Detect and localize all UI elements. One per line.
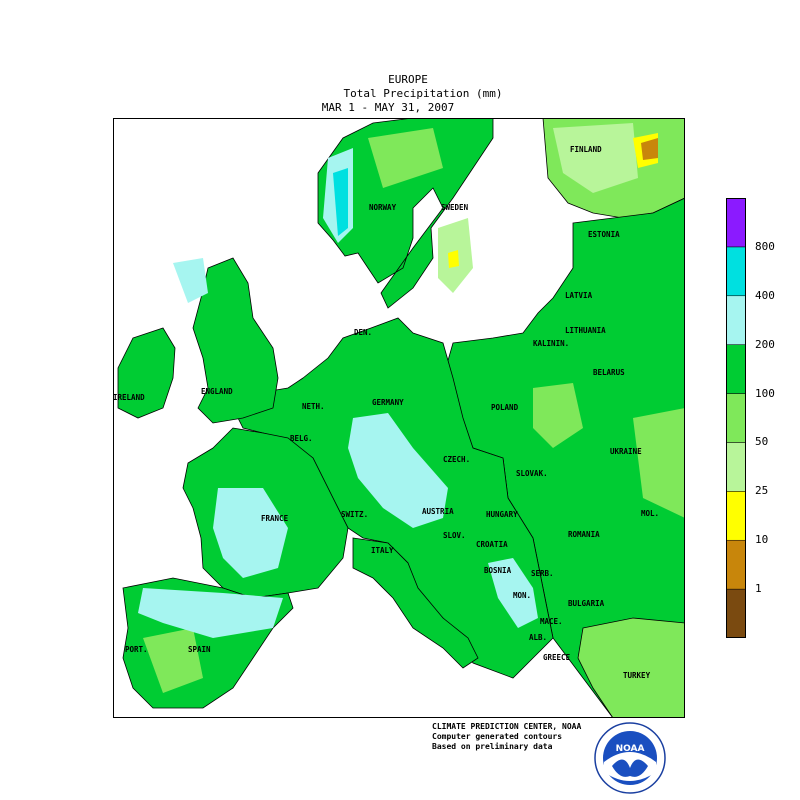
label-france: FRANCE: [261, 514, 289, 523]
zone-200-400-spain: [138, 588, 283, 638]
label-den: DEN.: [354, 328, 372, 337]
label-lithuania: LITHUANIA: [565, 326, 606, 335]
label-finland: FINLAND: [570, 145, 602, 154]
legend-level-label: 50: [755, 435, 769, 449]
label-belarus: BELARUS: [593, 368, 625, 377]
label-bulgaria: BULGARIA: [568, 599, 605, 608]
label-slov: SLOV.: [443, 531, 466, 540]
credits-block: CLIMATE PREDICTION CENTER, NOAA Computer…: [432, 722, 581, 752]
legend-level-label: 200: [755, 337, 775, 351]
zone-10-25-sweden: [448, 250, 459, 268]
label-neth: NETH.: [302, 402, 325, 411]
label-mon: MON.: [513, 591, 531, 600]
legend-level-label: 10: [755, 533, 769, 547]
zone-50-100-ukraine: [633, 408, 685, 518]
credit-line-1: CLIMATE PREDICTION CENTER, NOAA: [432, 722, 582, 731]
label-sweden: SWEDEN: [441, 203, 469, 212]
label-germany: GERMANY: [372, 398, 404, 407]
legend-frame: [726, 198, 746, 638]
label-ireland: IRELAND: [113, 393, 145, 402]
label-turkey: TURKEY: [623, 671, 651, 680]
label-estonia: ESTONIA: [588, 230, 620, 239]
zone-50-100-norway: [368, 128, 443, 188]
legend-level-label: 400: [755, 288, 775, 302]
legend-level-label: 25: [755, 484, 769, 498]
zone-400-800-norway: [333, 168, 348, 236]
noaa-logo: NOAA: [594, 722, 666, 794]
label-italy: ITALY: [371, 546, 394, 555]
map-frame: [113, 118, 685, 718]
label-latvia: LATVIA: [565, 291, 593, 300]
zone-200-400-alps: [348, 413, 448, 528]
zone-200-400-balkans: [488, 558, 538, 628]
credit-line-2: Computer generated contours: [432, 732, 563, 741]
zone-25-50-finland: [553, 123, 638, 193]
label-switz: SWITZ.: [341, 510, 368, 519]
land-great-britain: [192, 257, 279, 424]
label-bosnia: BOSNIA: [484, 566, 512, 575]
label-mol: MOL.: [641, 509, 659, 518]
label-belg: BELG.: [290, 434, 313, 443]
zone-50-100-spain: [143, 628, 203, 693]
label-czech: CZECH.: [443, 455, 470, 464]
legend-band-2: [726, 491, 746, 541]
zone-200-400-scotland: [173, 258, 208, 303]
legend-band-8: [726, 198, 746, 248]
legend-band-7: [726, 246, 746, 297]
label-greece: GREECE: [543, 653, 571, 662]
label-romania: ROMANIA: [568, 530, 600, 539]
land-italy: [352, 537, 479, 669]
label-serb: SERB.: [531, 569, 554, 578]
label-alb: ALB.: [529, 633, 547, 642]
label-norway: NORWAY: [369, 203, 397, 212]
map-period-title: MAR 1 - MAY 31, 2007: [321, 101, 455, 114]
label-croatia: CROATIA: [476, 540, 508, 549]
zone-1-10-finland: [641, 138, 658, 160]
land-turkey: [577, 617, 685, 718]
map-variable-title: Total Precipitation (mm): [343, 87, 503, 100]
legend-band-5: [726, 344, 746, 394]
label-hungary: HUNGARY: [486, 510, 518, 519]
legend-band-6: [726, 295, 746, 345]
legend-level-label: 1: [755, 582, 762, 596]
noaa-logo-text: NOAA: [616, 744, 645, 754]
label-austria: AUSTRIA: [422, 507, 454, 516]
land-ireland: [117, 327, 176, 419]
zone-50-100-belarus: [533, 383, 583, 448]
label-poland: POLAND: [491, 403, 519, 412]
legend-level-label: 100: [755, 386, 775, 400]
zone-200-400-france: [213, 488, 288, 578]
legend-band-3: [726, 442, 746, 492]
label-mace: MACE.: [540, 617, 563, 626]
credit-line-3: Based on preliminary data: [432, 742, 553, 751]
label-spain: SPAIN: [188, 645, 211, 654]
map-region-title: EUROPE: [388, 73, 428, 86]
label-kalinin: KALININ.: [533, 339, 569, 348]
legend-band-1: [726, 539, 746, 590]
legend-band-0: [726, 588, 746, 638]
label-england: ENGLAND: [201, 387, 233, 396]
legend-band-4: [726, 393, 746, 443]
legend-level-label: 800: [755, 239, 775, 253]
label-port: PORT.: [125, 645, 148, 654]
land-scandinavia: [317, 118, 494, 309]
label-slovak: SLOVAK.: [516, 469, 548, 478]
precipitation-map: FINLAND SWEDEN NORWAY ESTONIA LATVIA LIT…: [113, 118, 685, 718]
label-ukraine: UKRAINE: [610, 447, 642, 456]
color-legend: [726, 198, 746, 638]
